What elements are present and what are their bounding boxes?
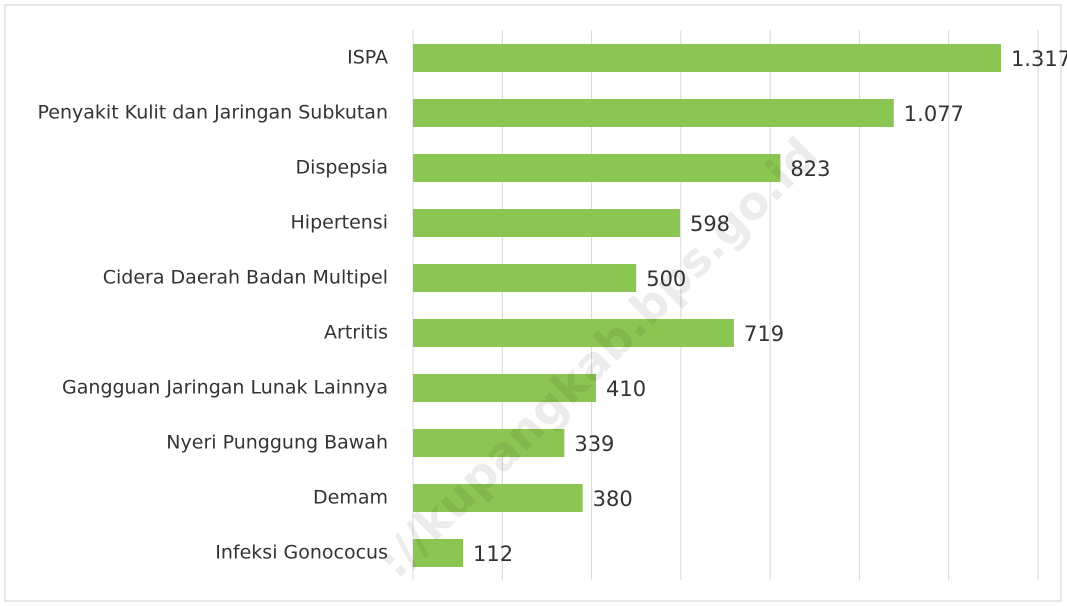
- y-tick-label: Demam: [313, 487, 388, 509]
- y-tick-label: Gangguan Jaringan Lunak Lainnya: [62, 377, 388, 399]
- bar: [413, 319, 734, 347]
- y-tick-label: Nyeri Punggung Bawah: [166, 432, 388, 454]
- bar: [413, 154, 781, 182]
- y-tick-label: Penyakit Kulit dan Jaringan Subkutan: [38, 102, 388, 124]
- value-label: 380: [593, 487, 633, 511]
- value-label: 598: [690, 212, 730, 236]
- y-tick-label: Cidera Daerah Badan Multipel: [103, 267, 388, 289]
- value-label: 500: [646, 267, 686, 291]
- bar: [413, 209, 680, 237]
- bar: [413, 374, 597, 402]
- value-label: 719: [744, 322, 784, 346]
- value-label: 823: [790, 157, 830, 181]
- y-tick-label: Infeksi Gonococus: [215, 542, 388, 564]
- value-label: 1.077: [904, 102, 964, 126]
- bar: [413, 264, 637, 292]
- y-tick-label: Dispepsia: [296, 157, 388, 179]
- y-tick-label: ISPA: [347, 47, 388, 69]
- value-label: 410: [606, 377, 646, 401]
- bar: [413, 484, 583, 512]
- value-label: 112: [473, 542, 513, 566]
- value-label: 339: [574, 432, 614, 456]
- bar: [413, 44, 1001, 72]
- value-label: 1.317: [1011, 47, 1067, 71]
- y-tick-label: Hipertensi: [291, 212, 389, 234]
- y-tick-label: Artritis: [324, 322, 388, 344]
- bar: [413, 539, 463, 567]
- bar: [413, 429, 565, 457]
- bar: [413, 99, 894, 127]
